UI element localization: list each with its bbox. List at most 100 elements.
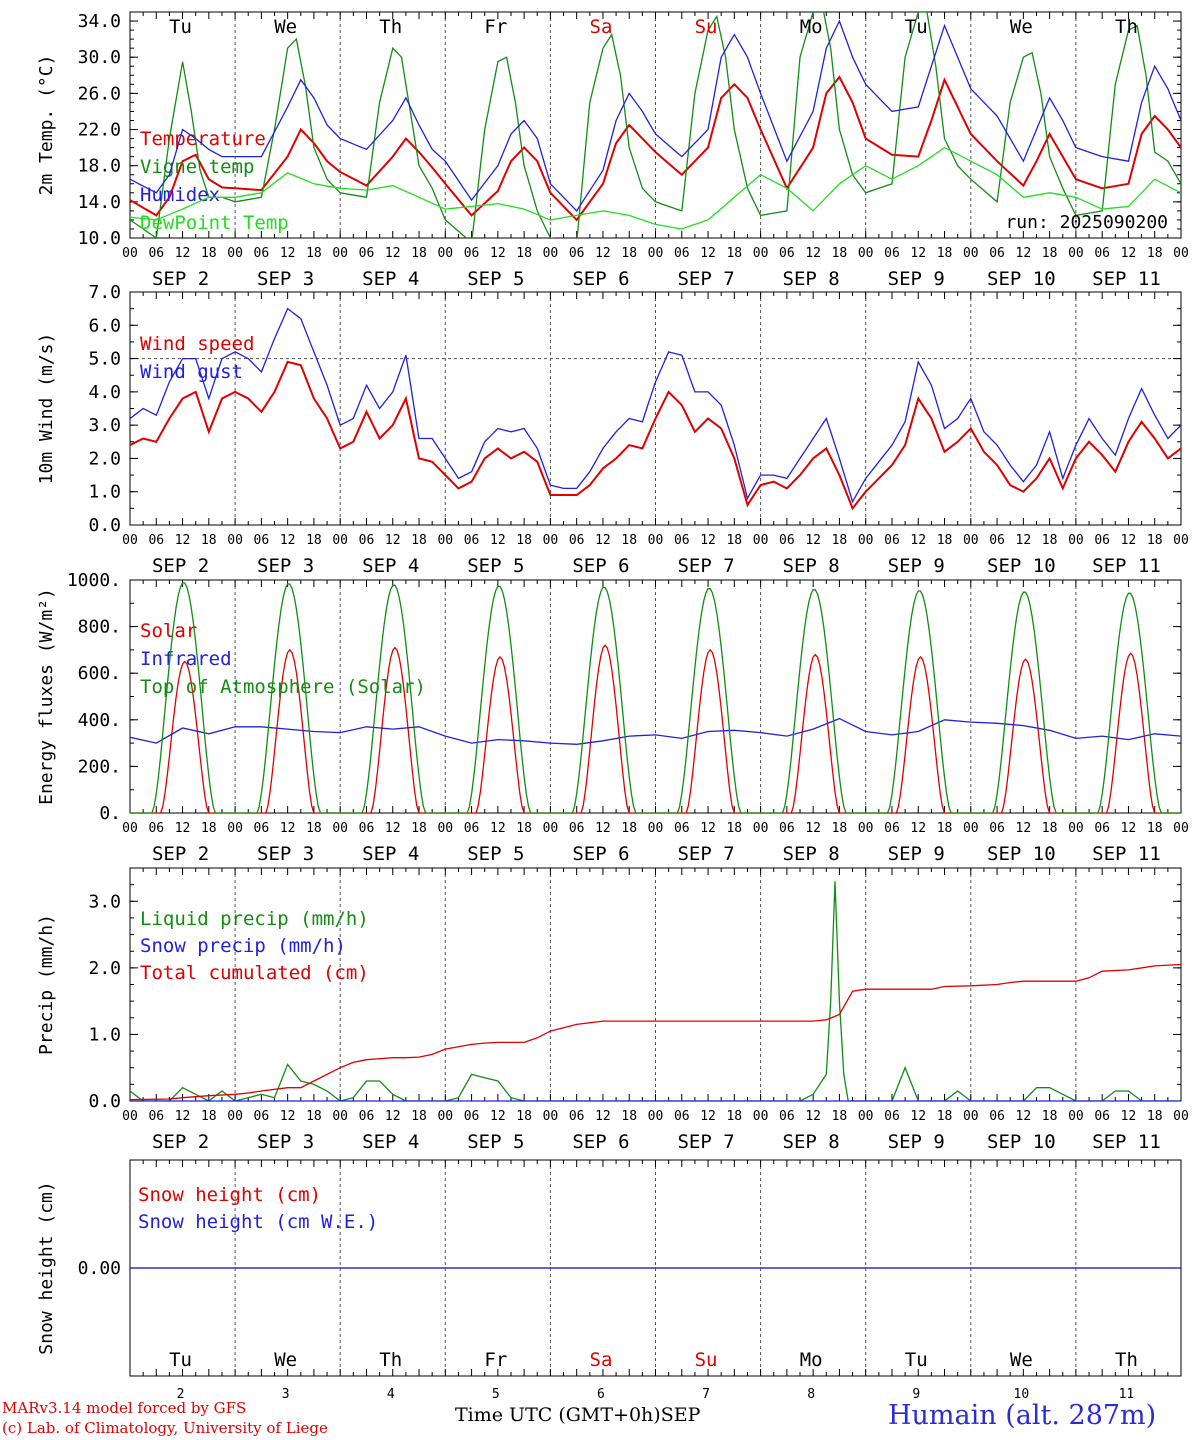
x-tick-label: 18: [1042, 533, 1058, 548]
x-tick-label: 18: [937, 1109, 953, 1124]
weekday-label-top: We: [274, 16, 297, 38]
chart-panel-5: 0.00 Snow height (cm) Snow height (cm) Snow…: [36, 1159, 1182, 1377]
x-date-label: SEP 7: [677, 555, 734, 577]
x-tick-label: 06: [779, 821, 795, 836]
x-date-label: SEP 4: [362, 555, 419, 577]
chart-panel-2: 00 06 12 18 00 06 12 18 00 06 12 18 00 06 12 18 00 06 12 18…: [36, 282, 1189, 577]
y-tick-label: 3.0: [88, 415, 121, 436]
legend-entry: Snow height (cm W.E.): [138, 1211, 378, 1233]
x-tick-label: 06: [148, 1109, 164, 1124]
series-line: [130, 12, 1181, 238]
x-date-label: SEP 4: [362, 268, 419, 290]
x-date-label: SEP 4: [362, 843, 419, 865]
x-tick-label: 06: [148, 246, 164, 261]
x-tick-label: 06: [1094, 246, 1110, 261]
x-tick-label: 12: [595, 1109, 611, 1124]
x-tick-label: 12: [385, 821, 401, 836]
weekday-label-bottom: Fr: [484, 1349, 507, 1371]
x-date-label: SEP 11: [1092, 555, 1161, 577]
x-tick-label: 12: [385, 1109, 401, 1124]
x-tick-label: 00: [1068, 246, 1084, 261]
x-tick-label: 12: [1121, 246, 1137, 261]
x-date-label: SEP 3: [257, 843, 314, 865]
y-tick-label: 0.00: [78, 1258, 121, 1279]
x-tick-label: 06: [779, 533, 795, 548]
x-date-label: SEP 9: [888, 843, 945, 865]
date-label-bottom: 3: [282, 1387, 290, 1402]
x-tick-label: 12: [490, 246, 506, 261]
x-tick-label: 12: [595, 533, 611, 548]
date-label-bottom: 10: [1014, 1387, 1030, 1402]
x-tick-label: 12: [280, 1109, 296, 1124]
x-tick-label: 06: [1094, 821, 1110, 836]
x-tick-label: 18: [306, 246, 322, 261]
legend-entry: Temperature: [140, 128, 266, 150]
x-tick-label: 00: [122, 821, 138, 836]
y-tick-label: 3.0: [88, 891, 121, 912]
legend-entry: Total cumulated (cm): [140, 962, 369, 984]
x-tick-label: 00: [858, 1109, 874, 1124]
x-tick-label: 00: [332, 533, 348, 548]
y-tick-label: 18.0: [78, 156, 121, 177]
x-date-label: SEP 2: [152, 555, 209, 577]
x-tick-label: 12: [280, 821, 296, 836]
x-tick-label: 12: [805, 246, 821, 261]
x-tick-label: 18: [726, 246, 742, 261]
x-tick-label: 06: [989, 821, 1005, 836]
x-tick-label: 18: [306, 533, 322, 548]
x-date-label: SEP 6: [572, 1131, 629, 1153]
x-tick-label: 18: [516, 1109, 532, 1124]
x-tick-label: 12: [490, 821, 506, 836]
x-tick-label: 12: [595, 246, 611, 261]
x-tick-label: 18: [201, 533, 217, 548]
x-tick-label: 18: [516, 533, 532, 548]
series-line: [130, 644, 1181, 813]
x-date-label: SEP 3: [257, 268, 314, 290]
chart-panel-3: 00 06 12 18 00 06 12 18 00 06 12 18 00 06 12 18 00 06 12 18…: [36, 570, 1189, 865]
x-tick-label: 12: [490, 1109, 506, 1124]
legend-entry: Top of Atmosphere (Solar): [140, 676, 426, 698]
x-date-label: SEP 2: [152, 843, 209, 865]
x-tick-label: 12: [175, 246, 191, 261]
x-tick-label: 18: [411, 533, 427, 548]
x-tick-label: 18: [306, 821, 322, 836]
weekday-label-bottom: We: [274, 1349, 297, 1371]
x-tick-label: 12: [1016, 821, 1032, 836]
x-tick-label: 12: [805, 533, 821, 548]
x-tick-label: 18: [1042, 246, 1058, 261]
x-tick-label: 00: [1068, 821, 1084, 836]
x-date-label: SEP 8: [783, 268, 840, 290]
y-tick-label: 400.: [78, 710, 121, 731]
x-date-label: SEP 6: [572, 268, 629, 290]
x-tick-label: 06: [359, 821, 375, 836]
weekday-label-top: Th: [1115, 16, 1138, 38]
y-axis-title: 10m Wind (m/s): [36, 333, 57, 485]
chart-panel-4: 00 06 12 18 00 06 12 18 00 06 12 18 00 06 12 18 00 06 12 18…: [36, 867, 1189, 1153]
x-date-label: SEP 5: [467, 555, 524, 577]
x-date-label: SEP 4: [362, 1131, 419, 1153]
weekday-label-top: Sa: [590, 16, 613, 38]
y-tick-label: 200.: [78, 756, 121, 777]
y-tick-label: 34.0: [78, 11, 121, 32]
legend-entry: Vigne temp: [140, 156, 254, 178]
y-axis-title: Snow height (cm): [36, 1181, 57, 1354]
x-tick-label: 00: [122, 246, 138, 261]
y-tick-label: 2.0: [88, 958, 121, 979]
x-tick-label: 18: [621, 1109, 637, 1124]
x-tick-label: 00: [437, 821, 453, 836]
x-tick-label: 12: [1016, 1109, 1032, 1124]
y-tick-label: 6.0: [88, 315, 121, 336]
series-line: [130, 717, 1181, 745]
x-tick-label: 12: [700, 533, 716, 548]
x-tick-label: 12: [280, 533, 296, 548]
weekday-label-top: Th: [379, 16, 402, 38]
x-date-label: SEP 8: [783, 843, 840, 865]
x-date-label: SEP 3: [257, 555, 314, 577]
x-tick-label: 06: [569, 246, 585, 261]
x-tick-label: 12: [1121, 1109, 1137, 1124]
x-tick-label: 18: [621, 821, 637, 836]
series-line: [130, 582, 1181, 813]
weekday-label-top: Fr: [484, 16, 507, 38]
x-tick-label: 18: [1147, 246, 1163, 261]
